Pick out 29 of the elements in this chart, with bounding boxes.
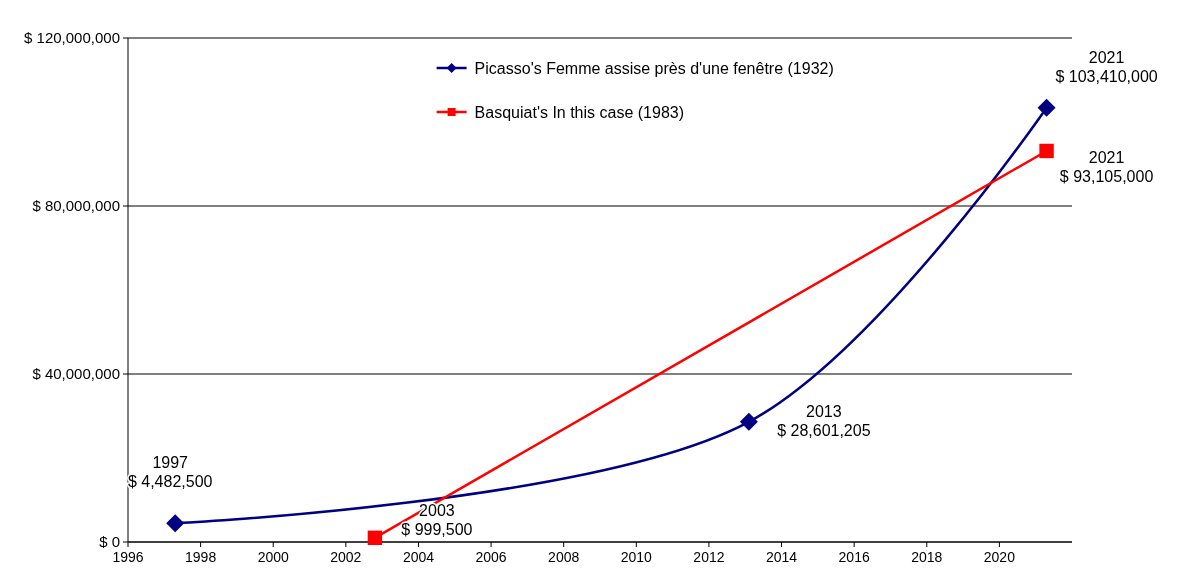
x-tick-label: 2006 xyxy=(475,549,507,565)
point xyxy=(367,530,383,545)
x-tick-label: 2018 xyxy=(911,549,943,565)
annotation: 1997 $ 4,482,500 xyxy=(127,454,213,491)
annotation: 2021 $ 93,105,000 xyxy=(1059,148,1154,185)
annotation: 2013 $ 28,601,205 xyxy=(777,402,871,439)
point xyxy=(1039,143,1054,159)
annotation: 2003 $ 999,500 xyxy=(401,501,473,538)
y-tick-label: $ 120,000,000 xyxy=(24,29,120,47)
x-tick-label: 2010 xyxy=(620,549,653,565)
y-tick-label: $ 40,000,000 xyxy=(32,365,120,383)
x-tick-label: 2004 xyxy=(402,549,435,565)
x-tick-label: 2008 xyxy=(548,549,580,565)
point xyxy=(166,514,185,533)
x-tick-label: 2012 xyxy=(693,549,725,565)
point xyxy=(739,412,758,431)
x-tick-label: 2020 xyxy=(983,549,1016,565)
y-tick-label: $ 80,000,000 xyxy=(32,197,120,215)
legend-label: Picasso's Femme assise près d'une fenêtre (1932) xyxy=(474,59,834,77)
x-tick-label: 1998 xyxy=(185,549,217,565)
point xyxy=(1037,98,1056,117)
x-tick-label: 2014 xyxy=(765,549,798,565)
annotation: 2021 $ 103,410,000 xyxy=(1055,48,1158,85)
x-tick-label: 2000 xyxy=(257,549,290,565)
x-tick-label: 1996 xyxy=(112,549,144,565)
y-tick-label: $ 0 xyxy=(99,533,120,551)
x-tick-label: 2016 xyxy=(838,549,870,565)
x-tick-label: 2002 xyxy=(330,549,362,565)
legend-label: Basquiat's In this case (1983) xyxy=(474,103,685,121)
